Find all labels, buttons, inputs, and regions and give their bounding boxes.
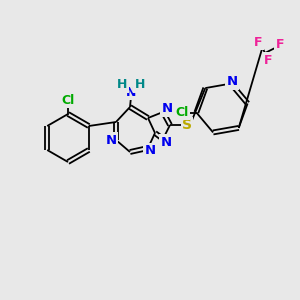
Text: F: F [264, 53, 272, 67]
Text: N: N [161, 103, 172, 116]
Text: N: N [105, 134, 117, 146]
Text: S: S [182, 118, 192, 132]
Text: N: N [144, 145, 156, 158]
Text: F: F [254, 35, 262, 49]
Text: Cl: Cl [61, 94, 75, 106]
Text: N: N [126, 85, 136, 98]
Text: H: H [135, 79, 145, 92]
Text: H: H [117, 79, 127, 92]
Text: F: F [276, 38, 284, 50]
Text: Cl: Cl [176, 106, 189, 119]
Text: N: N [226, 75, 238, 88]
Text: N: N [160, 136, 172, 148]
